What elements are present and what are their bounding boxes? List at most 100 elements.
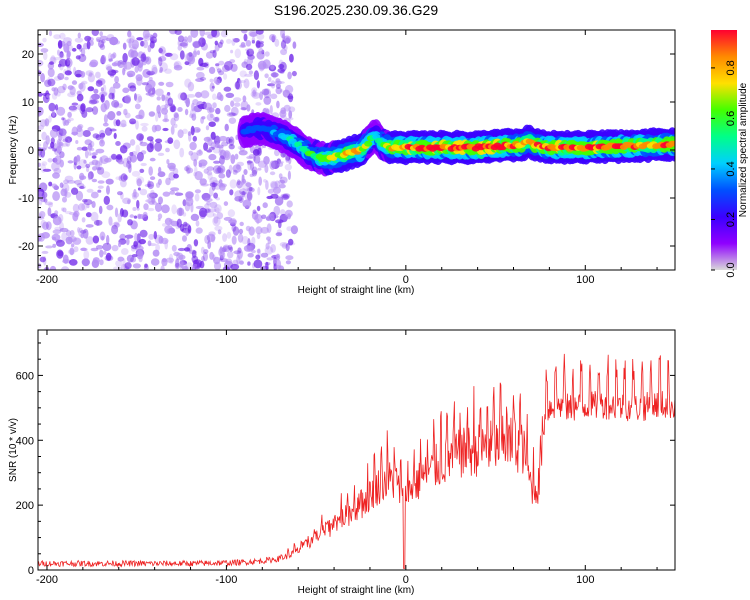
heatmap-noise-cell <box>74 155 81 166</box>
heatmap-noise-cell <box>134 93 137 101</box>
heatmap-noise-cell <box>42 51 48 61</box>
heatmap-noise-cell <box>209 182 218 188</box>
heatmap-noise-cell <box>177 247 186 252</box>
heatmap-noise-cell <box>62 83 67 91</box>
y-tick-label: -20 <box>18 241 34 253</box>
heatmap-noise-cell <box>256 248 261 254</box>
heatmap-noise-cell <box>85 212 92 218</box>
heatmap-noise-cell <box>264 164 269 173</box>
heatmap-noise-cell <box>76 154 81 162</box>
heatmap-noise-layer <box>38 30 298 270</box>
heatmap-noise-cell <box>88 71 93 78</box>
heatmap-noise-cell <box>164 68 172 74</box>
heatmap-noise-cell <box>38 182 48 192</box>
heatmap-noise-cell <box>269 160 276 170</box>
heatmap-noise-cell <box>67 160 74 164</box>
heatmap-noise-cell <box>58 58 68 67</box>
heatmap-noise-cell <box>164 225 174 234</box>
heatmap-noise-cell <box>275 259 282 269</box>
heatmap-noise-cell <box>109 73 115 78</box>
heatmap-noise-cell <box>108 58 113 62</box>
heatmap-noise-cell <box>143 203 149 211</box>
heatmap-noise-cell <box>241 181 251 191</box>
heatmap-noise-cell <box>276 81 285 84</box>
heatmap-noise-cell <box>47 67 55 78</box>
heatmap-noise-cell <box>219 39 224 45</box>
heatmap-noise-cell <box>242 95 247 103</box>
heatmap-noise-cell <box>154 142 163 152</box>
heatmap-noise-cell <box>246 160 252 166</box>
heatmap-noise-cell <box>122 157 130 168</box>
heatmap-noise-cell <box>267 188 274 194</box>
heatmap-noise-cell <box>146 143 154 153</box>
heatmap-noise-cell <box>246 57 254 65</box>
heatmap-noise-cell <box>142 35 151 41</box>
heatmap-noise-cell <box>128 38 132 49</box>
heatmap-noise-cell <box>100 95 104 101</box>
heatmap-noise-cell <box>265 242 270 250</box>
heatmap-noise-cell <box>206 136 213 141</box>
heatmap-noise-cell <box>55 239 65 247</box>
heatmap-noise-cell <box>49 265 57 270</box>
heatmap-noise-cell <box>192 40 202 48</box>
heatmap-noise-cell <box>243 78 250 89</box>
y-tick-label: 0 <box>28 565 34 577</box>
heatmap-noise-cell <box>256 80 260 89</box>
heatmap-noise-cell <box>165 257 175 263</box>
heatmap-noise-cell <box>111 100 120 108</box>
heatmap-noise-cell <box>256 205 261 212</box>
heatmap-noise-cell <box>245 40 252 47</box>
heatmap-noise-cell <box>233 97 242 103</box>
heatmap-noise-cell <box>173 251 180 257</box>
heatmap-noise-cell <box>191 113 197 121</box>
heatmap-noise-cell <box>238 80 242 84</box>
heatmap-noise-cell <box>206 201 211 206</box>
heatmap-noise-cell <box>285 243 290 252</box>
heatmap-noise-cell <box>76 146 83 151</box>
heatmap-noise-cell <box>284 209 293 218</box>
heatmap-noise-cell <box>253 70 259 81</box>
heatmap-noise-cell <box>53 57 62 61</box>
heatmap-noise-cell <box>208 153 217 161</box>
heatmap-noise-cell <box>62 133 67 142</box>
heatmap-noise-cell <box>215 63 220 67</box>
heatmap-noise-cell <box>188 56 195 63</box>
heatmap-noise-cell <box>140 162 147 167</box>
heatmap-noise-cell <box>81 47 86 57</box>
heatmap-noise-cell <box>225 169 231 178</box>
heatmap-noise-cell <box>42 221 49 230</box>
heatmap-noise-cell <box>171 244 177 252</box>
heatmap-noise-cell <box>255 226 263 235</box>
heatmap-noise-cell <box>234 153 239 160</box>
heatmap-noise-cell <box>275 83 281 89</box>
heatmap-ridge-layer <box>237 111 675 177</box>
heatmap-noise-cell <box>236 249 244 259</box>
heatmap-noise-cell <box>215 142 220 149</box>
heatmap-noise-cell <box>99 31 103 37</box>
heatmap-noise-cell <box>166 228 174 234</box>
heatmap-noise-cell <box>128 163 132 173</box>
heatmap-noise-cell <box>124 262 132 270</box>
heatmap-noise-cell <box>84 35 92 42</box>
heatmap-noise-cell <box>215 167 224 174</box>
heatmap-noise-cell <box>127 199 131 205</box>
heatmap-noise-cell <box>117 103 123 108</box>
heatmap-noise-cell <box>59 221 64 231</box>
heatmap-noise-cell <box>48 202 53 208</box>
heatmap-noise-cell <box>119 233 126 241</box>
heatmap-noise-cell <box>187 131 192 137</box>
heatmap-noise-cell <box>51 183 58 189</box>
heatmap-noise-cell <box>137 95 143 103</box>
heatmap-noise-cell <box>65 119 71 124</box>
heatmap-noise-cell <box>266 223 272 234</box>
heatmap-noise-cell <box>251 236 256 246</box>
heatmap-noise-cell <box>213 256 221 265</box>
heatmap-noise-cell <box>240 107 247 111</box>
heatmap-noise-cell <box>164 217 173 226</box>
heatmap-noise-cell <box>47 158 53 163</box>
heatmap-x-label: Height of straight line (km) <box>298 285 415 296</box>
heatmap-noise-cell <box>130 44 139 49</box>
heatmap-noise-cell <box>114 222 121 228</box>
heatmap-noise-cell <box>45 221 52 231</box>
heatmap-noise-cell <box>100 93 105 103</box>
